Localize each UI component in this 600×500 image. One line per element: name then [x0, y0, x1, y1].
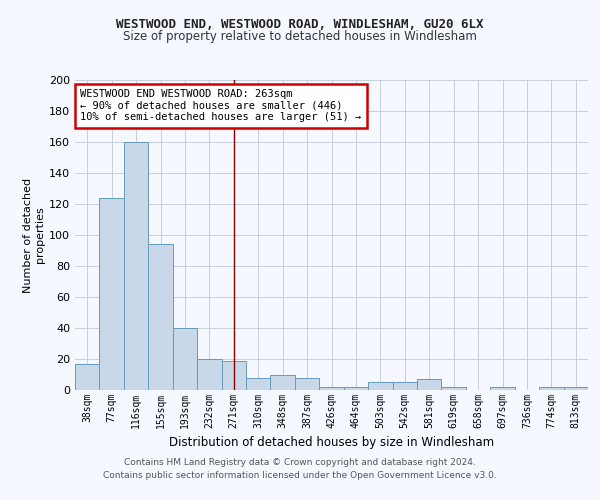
Text: Contains public sector information licensed under the Open Government Licence v3: Contains public sector information licen…	[103, 472, 497, 480]
Text: Size of property relative to detached houses in Windlesham: Size of property relative to detached ho…	[123, 30, 477, 43]
Bar	[563, 387, 588, 390]
Text: WESTWOOD END, WESTWOOD ROAD, WINDLESHAM, GU20 6LX: WESTWOOD END, WESTWOOD ROAD, WINDLESHAM,…	[116, 18, 484, 30]
Bar	[319, 387, 344, 390]
Bar	[417, 379, 442, 390]
Bar	[539, 387, 563, 390]
Bar	[124, 142, 148, 390]
Bar	[75, 364, 100, 390]
Bar	[246, 378, 271, 390]
X-axis label: Distribution of detached houses by size in Windlesham: Distribution of detached houses by size …	[169, 436, 494, 450]
Bar	[148, 244, 173, 390]
Bar	[221, 360, 246, 390]
Bar	[368, 382, 392, 390]
Bar	[442, 387, 466, 390]
Bar	[344, 387, 368, 390]
Bar	[295, 378, 319, 390]
Bar	[197, 359, 221, 390]
Bar	[490, 387, 515, 390]
Bar	[173, 328, 197, 390]
Bar	[100, 198, 124, 390]
Y-axis label: Number of detached
properties: Number of detached properties	[23, 178, 45, 292]
Text: WESTWOOD END WESTWOOD ROAD: 263sqm
← 90% of detached houses are smaller (446)
10: WESTWOOD END WESTWOOD ROAD: 263sqm ← 90%…	[80, 90, 361, 122]
Bar	[271, 374, 295, 390]
Text: Contains HM Land Registry data © Crown copyright and database right 2024.: Contains HM Land Registry data © Crown c…	[124, 458, 476, 467]
Bar	[392, 382, 417, 390]
